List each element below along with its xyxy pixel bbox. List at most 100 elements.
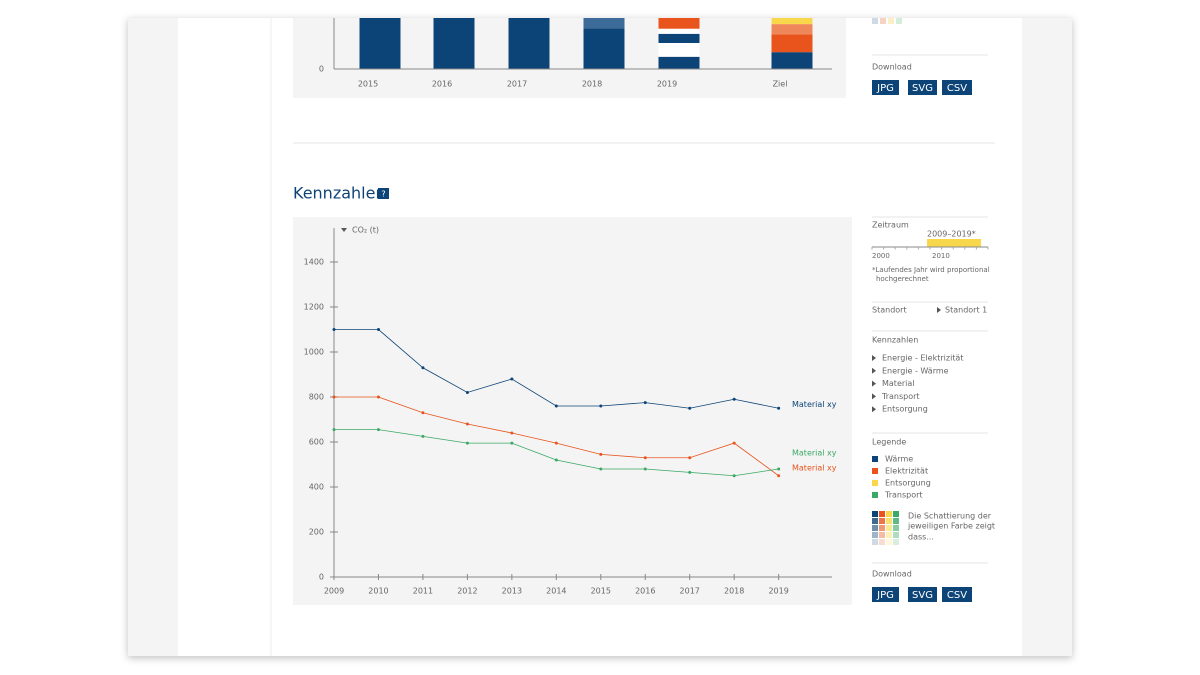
shade-swatch [886,532,892,538]
data-point [554,458,558,462]
chart-bg [293,217,852,605]
x-tick-label: 2017 [507,80,527,89]
y-tick-label: 200 [309,528,324,537]
help-text[interactable]: ? [381,190,385,199]
download-button[interactable]: CSV [942,587,972,602]
shade-swatch [879,511,885,517]
y-tick-label: 600 [309,438,324,447]
data-point [510,441,514,445]
legend-swatch [872,492,878,498]
button-label[interactable]: SVG [912,83,933,94]
bar-segment [658,18,700,29]
button-label[interactable]: JPG [876,83,894,94]
data-point [688,406,692,410]
data-point [421,434,425,438]
download-button[interactable]: SVG [908,80,937,95]
button-label[interactable]: CSV [947,590,967,601]
x-tick-label: 2009 [324,587,344,596]
shade-swatch [886,511,892,517]
bar-segment [658,28,700,34]
metric-item[interactable]: Energie - Elektrizität [882,354,963,363]
bar-segment [771,52,813,69]
data-point [554,404,558,408]
shade-swatch [893,518,899,524]
bullet [872,367,876,374]
bullet [937,307,941,313]
period-bar[interactable] [927,239,981,247]
x-tick-label: 2015 [591,587,611,596]
metric-item[interactable]: Material [882,379,915,388]
data-point [643,456,647,460]
y-tick-label: 0 [319,573,324,582]
button-label[interactable]: CSV [947,83,967,94]
button-label[interactable]: SVG [912,590,933,601]
bar-segment [658,56,700,69]
button-bg[interactable] [908,80,937,95]
data-point [732,474,736,478]
x-tick-label: 2019 [657,80,677,89]
shade-swatch [893,532,899,538]
button-bg[interactable] [942,587,972,602]
download-button[interactable]: JPG [872,587,899,602]
axis-toggle[interactable] [341,228,347,232]
x-tick-label: 2016 [635,587,655,596]
y-tick-label: 1200 [304,303,324,312]
legend-swatch [872,480,878,486]
download-label: Download [872,570,912,579]
shade-swatch [872,511,878,517]
data-point [332,328,336,331]
bar-segment [771,34,813,53]
location-value[interactable]: Standort 1 [945,306,987,315]
download-button[interactable]: CSV [942,80,972,95]
bar-segment [658,42,700,57]
legend-swatch [872,468,878,474]
data-point [465,422,469,426]
legend-note: dass... [908,533,934,542]
button-bg[interactable] [872,587,899,602]
x-tick-label: 2015 [358,80,378,89]
series-label: Material xy [792,463,837,472]
shade-swatch [872,525,878,531]
shade-swatch [872,518,878,524]
data-point [421,366,425,370]
data-point [643,401,647,405]
timeline-label: 2000 [872,252,890,260]
button-label[interactable]: JPG [876,590,894,601]
help-icon[interactable] [378,188,389,199]
button-bg[interactable] [942,80,972,95]
shade-swatch [886,518,892,524]
bar-segment [508,18,550,69]
metric-item[interactable]: Entsorgung [882,405,928,414]
bar-segment [433,18,475,69]
bullet [872,393,876,400]
y-tick-label: 800 [309,393,324,402]
button-bg[interactable] [872,80,899,95]
shade-swatch [893,539,899,545]
bullet [872,406,876,413]
data-point [421,411,425,415]
metric-item[interactable]: Energie - Wärme [882,366,949,375]
data-point [465,391,469,394]
data-point [510,377,514,381]
download-button[interactable]: JPG [872,80,899,95]
data-point [643,467,647,471]
download-button[interactable]: SVG [908,587,937,602]
legend-note: Die Schattierung der [908,512,992,521]
x-tick-label: 2016 [432,80,452,89]
legend-shade-stub [872,18,902,24]
x-tick-label: 2011 [413,587,433,596]
legend-swatch [872,456,878,462]
shade-swatch [886,525,892,531]
metric-item[interactable]: Transport [881,392,920,401]
x-tick-label: 2012 [457,587,477,596]
top-bars [359,18,813,69]
data-point [376,328,380,331]
legend-item: Elektrizität [885,467,928,476]
button-bg[interactable] [908,587,937,602]
data-point [465,441,469,445]
data-point [332,395,336,399]
data-point [599,467,603,471]
section-title: Kennzahlen [293,184,386,203]
x-tick-label: 2017 [680,587,700,596]
